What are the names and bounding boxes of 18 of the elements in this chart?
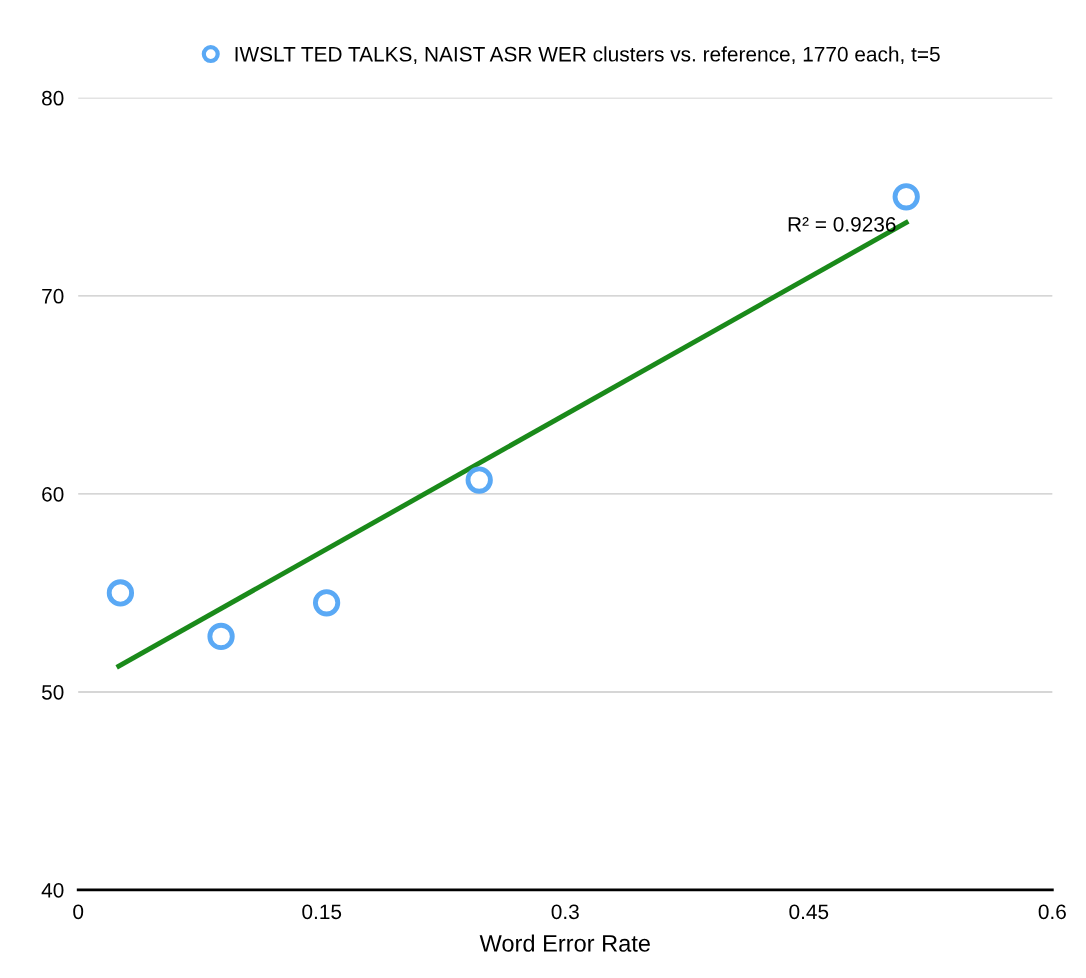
point [465, 466, 493, 494]
x-tick-label: 0.45 [789, 904, 829, 920]
point [312, 589, 341, 617]
y-tick-label: 60 [42, 486, 64, 502]
y-tick-label: 70 [42, 288, 64, 304]
y-tick-label: 40 [41, 882, 64, 898]
point [892, 183, 920, 211]
x-tick-label: 0 [73, 904, 84, 920]
point [207, 622, 235, 651]
x-tick-label: 0.3 [551, 904, 579, 920]
annotation: R² = 0.9236 [788, 216, 896, 232]
x-tick-label: 0.6 [1038, 904, 1066, 920]
y-tick-label: 50 [41, 684, 64, 700]
x-axis-title: Word Error Rate [479, 934, 650, 952]
x-tick-label: 0.15 [302, 904, 342, 920]
legend-label: IWSLT TED TALKS, NAIST ASR WER clusters vs. reference, 1770 each, t=5 [235, 46, 940, 65]
point [106, 579, 135, 607]
y-tick-label: 80 [42, 90, 64, 106]
